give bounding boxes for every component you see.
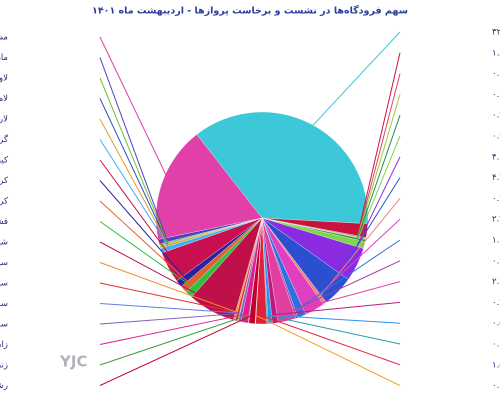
pie-slice — [155, 134, 263, 240]
slice-label: ایلام: %۰.۴۸ — [492, 194, 500, 204]
slice-label: کیش: %۴.۲۵ — [0, 156, 9, 166]
slice-label: مهرآباد: %۳۲.۴۵ — [492, 26, 500, 38]
leader-line — [293, 260, 401, 311]
leader-line — [99, 303, 240, 314]
slice-label: سیرجان: %۰.۳۶ — [0, 279, 8, 289]
slice-label: بوشهر: %۱.۱۴ — [492, 236, 500, 246]
slice-label: خلیج فارس(عسلویه): %۱.۵۱ — [492, 360, 500, 370]
slice-label: کرمان: %۱.۰۲ — [0, 197, 9, 207]
leader-line — [306, 31, 401, 132]
slice-label: سیری: %۰.۲۵ — [0, 258, 8, 268]
slice-label: یزد: %۱.۸۵ — [492, 48, 500, 58]
leader-line — [99, 314, 253, 386]
slice-label: اردبیل: %۰.۲۹ — [492, 111, 500, 121]
slice-label: شیراز: %۶.۴۲ — [0, 238, 8, 248]
leader-line — [99, 159, 177, 264]
slice-label: کرمانشاه: %۰.۹۵ — [0, 176, 9, 186]
leader-line — [285, 281, 401, 314]
slice-label: بیرجند: %۰.۲۸ — [492, 256, 500, 266]
watermark: YJC — [59, 353, 87, 371]
leader-line — [310, 218, 401, 303]
slice-label: لامرد: %۰.۰۹ — [0, 94, 8, 104]
slice-label: اصفهان: %۴.۶۲ — [492, 152, 500, 162]
slice-label: خارک: %۰.۵۷ — [492, 319, 500, 329]
leader-line — [274, 301, 401, 316]
leader-line — [99, 139, 170, 249]
leader-line — [319, 198, 401, 297]
leader-line — [99, 282, 239, 314]
slice-label: رشت: %۰.۸۴ — [0, 381, 8, 391]
leader-line — [99, 118, 169, 246]
slice-label: بندرعباس: %۲.۷۲ — [492, 215, 500, 225]
slice-label: رامسر: %۰.۰۸ — [492, 381, 500, 391]
leader-line — [355, 135, 401, 244]
slice-label: سنندج: %۰.۰۸ — [0, 299, 8, 309]
slice-label: ساری - دشت ناز: %۰.۳۸ — [0, 320, 8, 330]
leader-line — [99, 98, 169, 244]
leader-line — [358, 52, 401, 230]
leader-line — [99, 241, 216, 304]
leader-line — [298, 239, 401, 309]
slice-label: زاهدان: %۰.۹۷ — [0, 340, 8, 350]
leader-line — [357, 73, 401, 237]
chart-title: سهم فرودگاه‌ها در نشست و برخاست پروازها … — [92, 5, 408, 17]
leader-line — [99, 262, 237, 313]
leader-line — [99, 36, 171, 185]
leader-line — [99, 314, 250, 366]
leader-line — [99, 313, 247, 345]
leader-line — [99, 200, 191, 284]
leader-line — [356, 115, 401, 240]
pie-slice — [196, 111, 369, 224]
slice-label: گرگان: %۰.۶۳ — [0, 134, 9, 145]
slice-label: آبادان: %۰.۱۵ — [492, 67, 500, 79]
slice-label: ارومیه: %۰.۹۶ — [492, 132, 500, 142]
leader-line — [255, 314, 401, 387]
slice-label: امیدیه: %۰.۱۵ — [492, 90, 500, 100]
leader-line — [261, 315, 401, 366]
leader-line — [99, 77, 169, 243]
leader-line — [269, 314, 401, 324]
leader-line — [357, 94, 401, 238]
slice-label: چابهار: %۰.۷۹ — [492, 298, 500, 308]
leader-line — [266, 314, 401, 345]
slice-label: خرم آباد: %۰.۱۷ — [492, 338, 500, 350]
slice-label: ماهشهر: %۰.۶۲ — [0, 53, 8, 63]
leader-line — [349, 156, 401, 262]
leader-line — [99, 180, 186, 279]
leader-line — [99, 221, 195, 289]
slice-label: تبریز: %۲.۴۵ — [492, 277, 500, 287]
leader-line — [99, 57, 168, 240]
slice-label: قشم: %۰.۹۸ — [0, 217, 8, 227]
leader-line — [99, 312, 242, 325]
slice-label: لاوان: %۰.۲۴ — [0, 74, 8, 84]
slice-label: اهواز: %۴.۲۵ — [492, 173, 500, 183]
slice-label: زنجان: %۰.۰۸ — [0, 361, 8, 371]
slice-label: مشهد: %۱۵.۷۶ — [0, 33, 8, 43]
slice-label: لارستان: %۰.۲۹ — [0, 115, 8, 125]
